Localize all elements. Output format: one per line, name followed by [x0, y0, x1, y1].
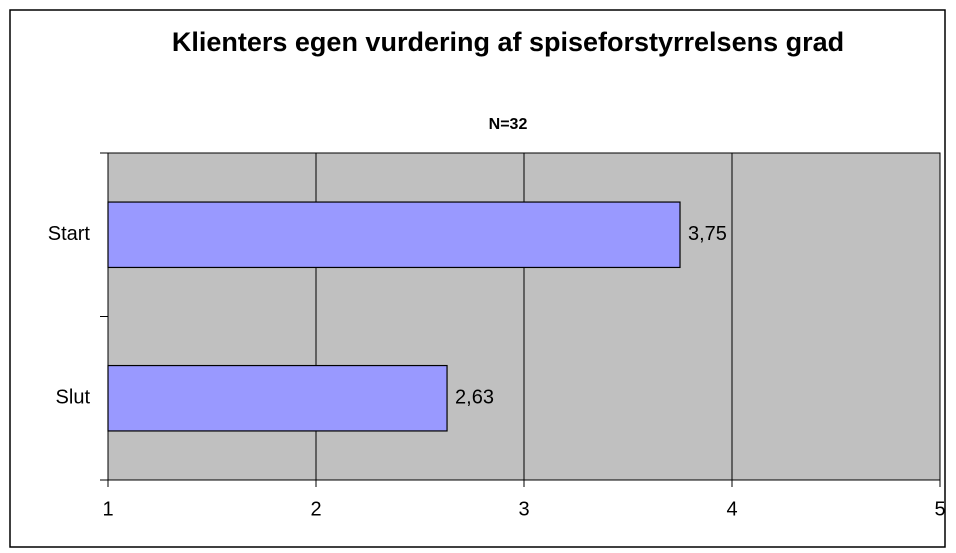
y-tick-label: Start	[48, 223, 91, 245]
x-tick-label: 5	[934, 498, 945, 520]
chart-title: Klienters egen vurdering af spiseforstyr…	[171, 27, 845, 57]
x-tick-label: 2	[310, 498, 321, 520]
x-tick-label: 3	[518, 498, 529, 520]
x-tick-label: 1	[102, 498, 113, 520]
bar	[107, 364, 448, 432]
chart-subtitle: N=32	[488, 116, 528, 133]
bar	[107, 201, 681, 269]
data-label: 3,75	[688, 223, 727, 245]
data-label: 2,63	[455, 387, 494, 409]
y-tick-label: Slut	[56, 387, 91, 409]
x-tick-label: 4	[726, 498, 737, 520]
